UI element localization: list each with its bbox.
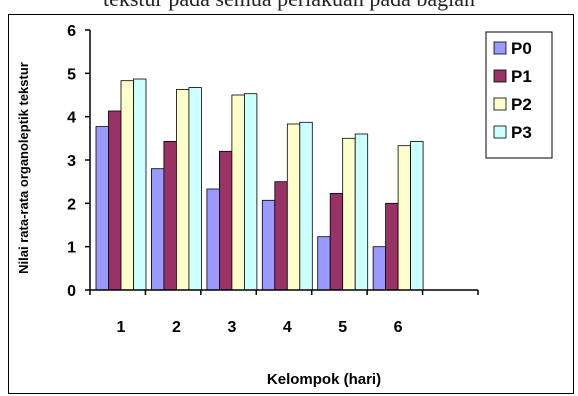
x-ticks-group: 1 2 3 4 5 6 — [89, 290, 479, 336]
legend-swatch-p3 — [493, 125, 507, 139]
cropped-caption-text: tekstur pada semua perlakuan pada bagian — [0, 0, 578, 20]
bar-p1-group-3 — [218, 150, 233, 291]
y-ticks-group: 0 1 2 3 4 5 6 — [67, 23, 90, 300]
bar-p0-group-1 — [95, 126, 109, 291]
y-tick-label: 6 — [67, 23, 76, 40]
bar-p3-group-4 — [299, 121, 313, 291]
y-tick-label: 4 — [67, 110, 76, 127]
x-axis-title: Kelompok (hari) — [267, 371, 381, 388]
legend-label-p1: P1 — [511, 67, 532, 86]
bar-p2-group-4 — [286, 123, 301, 291]
bar-p2-group-6 — [397, 145, 412, 291]
y-tick-label: 2 — [67, 196, 76, 213]
legend-swatch-p2 — [493, 97, 507, 111]
legend-label-p3: P3 — [511, 123, 532, 142]
bar-p1-group-2 — [163, 140, 177, 291]
bar-p1-group-5 — [329, 192, 344, 291]
x-tick-label-4: 4 — [283, 319, 292, 336]
y-tick-label: 3 — [67, 153, 76, 170]
bar-p3-group-3 — [243, 93, 258, 291]
bar-p2-group-3 — [231, 94, 245, 291]
y-tick-label: 5 — [67, 66, 76, 83]
bar-p2-group-2 — [175, 89, 190, 291]
bar-p0-group-4 — [261, 199, 276, 291]
x-tick-label-1: 1 — [117, 319, 126, 336]
bar-p1-group-1 — [108, 110, 122, 291]
legend-label-p2: P2 — [511, 95, 532, 114]
x-tick-label-6: 6 — [394, 319, 403, 336]
y-axis-title: Nilai rata-rata organoleptik tekstur — [16, 62, 31, 274]
y-tick-label: 0 — [67, 283, 76, 300]
bar-p0-group-6 — [372, 246, 387, 291]
bar-p1-group-4 — [274, 181, 288, 291]
bar-p3-group-5 — [354, 133, 369, 291]
bar-p0-group-5 — [317, 236, 331, 291]
bar-p0-group-3 — [206, 188, 220, 291]
x-tick-label-3: 3 — [227, 319, 236, 336]
bar-p2-group-5 — [342, 137, 356, 291]
bar-p2-group-1 — [120, 80, 134, 291]
legend-swatch-p1 — [493, 69, 507, 83]
bar-p0-group-2 — [150, 168, 165, 291]
x-tick-label-2: 2 — [172, 319, 181, 336]
y-tick-label: 1 — [67, 240, 76, 257]
bar-p3-group-6 — [410, 140, 424, 291]
x-tick-label-5: 5 — [338, 319, 347, 336]
bar-p1-group-6 — [385, 202, 399, 291]
legend: P0 P1 P2 P3 — [485, 31, 553, 159]
bar-p3-group-2 — [188, 87, 202, 291]
legend-swatch-p0 — [493, 41, 507, 55]
legend-label-p0: P0 — [511, 39, 532, 58]
bars-group — [95, 78, 424, 291]
chart-frame — [8, 14, 574, 394]
bar-p3-group-1 — [133, 78, 147, 291]
